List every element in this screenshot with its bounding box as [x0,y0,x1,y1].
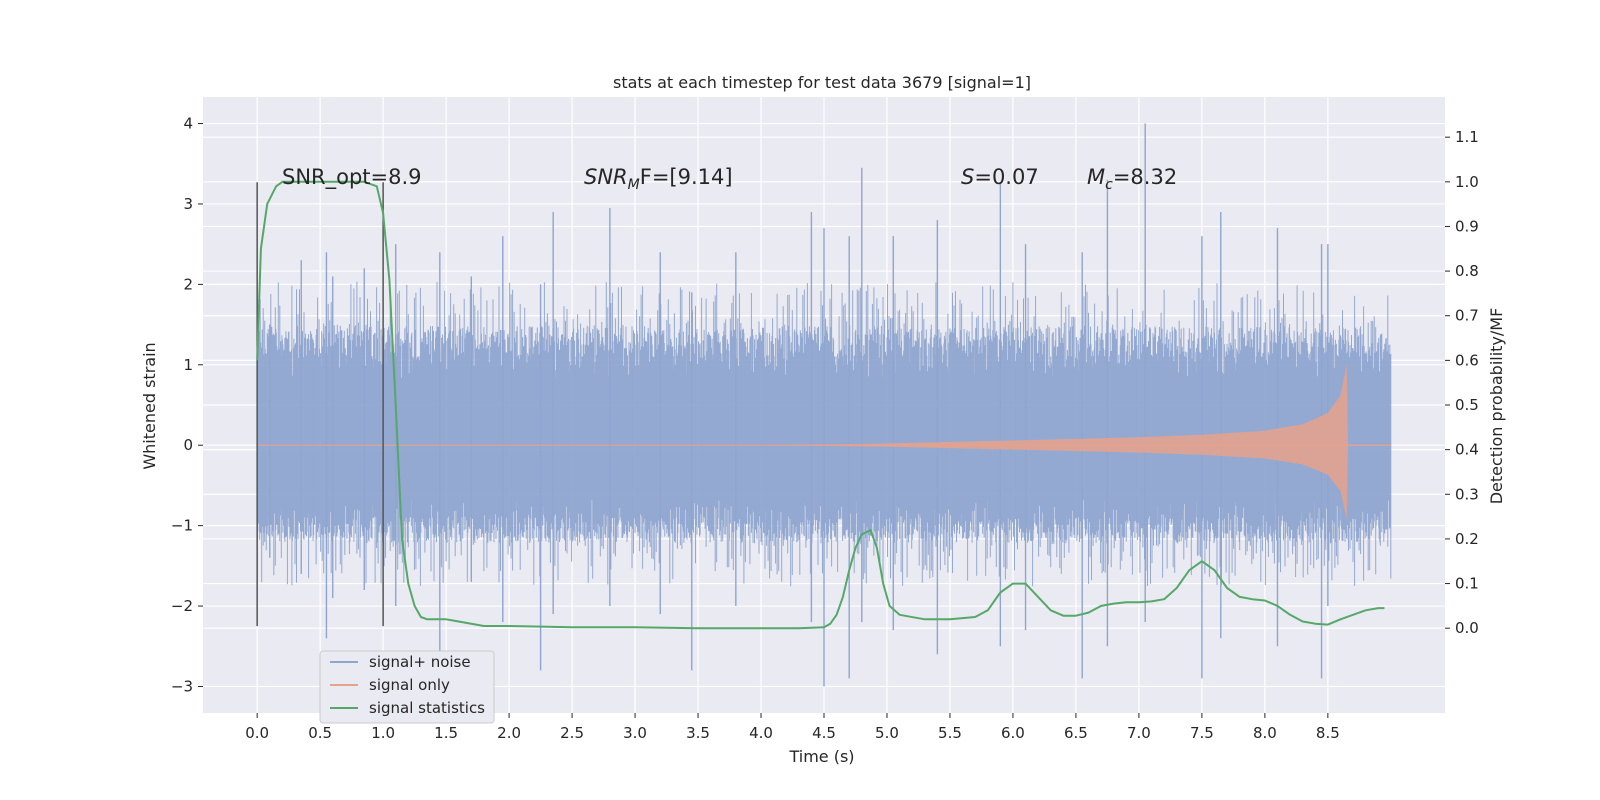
x-tick-label: 6.0 [1001,724,1025,742]
y-tick-label-right: 0.1 [1455,575,1479,593]
x-tick-label: 1.0 [371,724,395,742]
annotation-mc: Mc=8.32 [1087,165,1177,193]
vertical-markers [256,182,384,627]
legend-label-statistics: signal statistics [369,699,485,717]
x-tick-label: 3.0 [623,724,647,742]
y-tick-label-right: 0.5 [1455,396,1479,414]
signal-envelope [761,364,1348,520]
x-tick-label: 0.5 [308,724,332,742]
annotation-s-rest: =0.07 [974,165,1038,189]
y-tick-label-left: −1 [171,517,193,535]
annotation-mc-sub: c [1105,177,1113,193]
legend: signal+ noise signal only signal statist… [319,650,495,724]
x-tick-label: 3.5 [686,724,710,742]
x-tick-label: 1.5 [434,724,458,742]
legend-label-noise: signal+ noise [369,653,471,671]
x-tick-label: 4.5 [812,724,836,742]
x-tick-label: 6.5 [1064,724,1088,742]
x-tick-label: 7.5 [1190,724,1214,742]
y-tick-label-right: 0.2 [1455,530,1479,548]
annotation-snr-mf-sub: M [628,177,640,193]
chart-title: stats at each timestep for test data 367… [613,73,1031,92]
x-axis-label: Time (s) [788,747,854,766]
x-tick-label: 7.0 [1127,724,1151,742]
annotation-snr-opt: SNR_opt=8.9 [282,165,422,190]
x-tick-label: 0.0 [245,724,269,742]
y-tick-label-left: −2 [171,597,193,615]
x-tick-label: 4.0 [749,724,773,742]
statistics-line [256,180,1385,630]
y-tick-label-left: 1 [183,356,193,374]
y-tick-label-right: 0.9 [1455,217,1479,235]
y-tick-label-right: 0.3 [1455,485,1479,503]
legend-label-signal: signal only [369,676,450,694]
y-tick-label-left: 2 [183,275,193,293]
annotation-s: S=0.07 [961,165,1039,189]
x-tick-label: 5.0 [875,724,899,742]
y-tick-label-right: 1.0 [1455,173,1479,191]
y-tick-label-left: 3 [183,195,193,213]
y-tick-label-left: 0 [183,436,193,454]
y-axis-label-right: Detection probability/MF [1487,308,1506,505]
y-tick-label-right: 0.7 [1455,307,1479,325]
annotation-snr-mf-rest: F=[9.14] [640,165,733,189]
y-tick-label-left: 4 [183,115,193,133]
annotation-snr-mf: SNRMF=[9.14] [584,165,733,193]
annotation-s-math: S [961,165,974,189]
y-tick-label-left: −3 [171,677,193,695]
x-tick-label: 5.5 [938,724,962,742]
y-tick-label-right: 0.6 [1455,351,1479,369]
y-axis-label-left: Whitened strain [140,342,159,469]
y-tick-label-right: 0.8 [1455,262,1479,280]
ticks: 0.0 0.5 1.0 1.5 2.0 2.5 3.0 3.5 4.0 4.5 5.0 5.5 6.0 6… [171,115,1479,742]
legend-box [319,650,495,724]
y-tick-label-right: 1.1 [1455,128,1479,146]
x-tick-label: 8.5 [1316,724,1340,742]
x-tick-label: 2.5 [560,724,584,742]
y-tick-label-right: 0.0 [1455,619,1479,637]
annotation-mc-rest: =8.32 [1113,165,1177,189]
annotation-mc-math: M [1087,165,1105,189]
y-tick-label-right: 0.4 [1455,441,1479,459]
annotation-snr-mf-math: SNR [584,165,628,189]
x-tick-label: 8.0 [1253,724,1277,742]
x-tick-label: 2.0 [497,724,521,742]
signal-only-series [257,364,1391,520]
signal-statistics-series [256,180,1385,630]
